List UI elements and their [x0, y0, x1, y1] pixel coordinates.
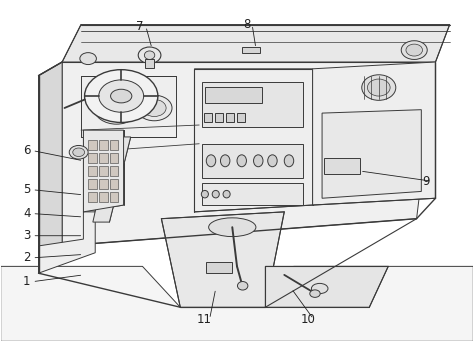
- Text: 10: 10: [301, 313, 315, 326]
- FancyBboxPatch shape: [110, 179, 118, 189]
- Ellipse shape: [201, 190, 209, 198]
- Ellipse shape: [84, 70, 158, 122]
- Text: 6: 6: [23, 144, 30, 157]
- Text: 5: 5: [23, 183, 30, 196]
- Polygon shape: [62, 62, 436, 246]
- Ellipse shape: [406, 44, 422, 56]
- Ellipse shape: [212, 190, 219, 198]
- FancyBboxPatch shape: [99, 153, 108, 163]
- FancyBboxPatch shape: [226, 113, 234, 122]
- Text: 3: 3: [23, 229, 30, 242]
- FancyBboxPatch shape: [99, 166, 108, 176]
- Text: 11: 11: [196, 313, 211, 326]
- FancyBboxPatch shape: [206, 262, 232, 273]
- Polygon shape: [322, 110, 421, 198]
- FancyBboxPatch shape: [201, 183, 303, 205]
- FancyBboxPatch shape: [237, 113, 245, 122]
- FancyBboxPatch shape: [242, 47, 260, 53]
- Ellipse shape: [401, 41, 427, 60]
- Ellipse shape: [209, 218, 256, 237]
- Ellipse shape: [110, 89, 132, 103]
- FancyBboxPatch shape: [88, 153, 97, 163]
- Text: 1: 1: [23, 275, 30, 288]
- Ellipse shape: [237, 155, 246, 167]
- Text: 2: 2: [23, 251, 30, 264]
- Ellipse shape: [223, 190, 230, 198]
- Ellipse shape: [284, 155, 294, 167]
- FancyBboxPatch shape: [88, 140, 97, 150]
- Ellipse shape: [254, 155, 263, 167]
- FancyBboxPatch shape: [215, 113, 223, 122]
- FancyBboxPatch shape: [110, 140, 118, 150]
- Ellipse shape: [237, 281, 248, 290]
- FancyBboxPatch shape: [201, 144, 303, 178]
- Ellipse shape: [138, 47, 161, 63]
- FancyBboxPatch shape: [88, 192, 97, 202]
- Ellipse shape: [220, 155, 230, 167]
- Ellipse shape: [206, 155, 216, 167]
- FancyBboxPatch shape: [99, 140, 108, 150]
- FancyBboxPatch shape: [201, 82, 303, 127]
- Text: 4: 4: [23, 207, 30, 220]
- Polygon shape: [38, 212, 95, 273]
- Ellipse shape: [101, 97, 132, 119]
- Polygon shape: [0, 266, 474, 341]
- Polygon shape: [161, 212, 284, 307]
- Ellipse shape: [143, 100, 166, 117]
- FancyBboxPatch shape: [99, 192, 108, 202]
- FancyBboxPatch shape: [110, 192, 118, 202]
- Ellipse shape: [367, 79, 390, 96]
- FancyBboxPatch shape: [205, 87, 262, 103]
- FancyBboxPatch shape: [110, 153, 118, 163]
- FancyBboxPatch shape: [110, 166, 118, 176]
- Polygon shape: [93, 137, 131, 222]
- Ellipse shape: [69, 145, 88, 159]
- FancyBboxPatch shape: [324, 158, 360, 174]
- Polygon shape: [313, 62, 436, 205]
- FancyBboxPatch shape: [145, 58, 155, 68]
- Text: 9: 9: [422, 175, 430, 188]
- Ellipse shape: [137, 95, 172, 121]
- Ellipse shape: [73, 148, 84, 157]
- FancyBboxPatch shape: [88, 179, 97, 189]
- Polygon shape: [83, 130, 124, 212]
- FancyBboxPatch shape: [204, 113, 212, 122]
- Ellipse shape: [145, 51, 155, 60]
- Ellipse shape: [310, 290, 320, 297]
- Text: 8: 8: [243, 18, 250, 31]
- Ellipse shape: [311, 284, 328, 294]
- Text: 7: 7: [137, 20, 144, 33]
- Ellipse shape: [268, 155, 277, 167]
- FancyBboxPatch shape: [99, 179, 108, 189]
- Polygon shape: [81, 76, 175, 137]
- FancyBboxPatch shape: [88, 166, 97, 176]
- Polygon shape: [38, 62, 62, 273]
- Ellipse shape: [80, 53, 96, 65]
- Polygon shape: [62, 25, 450, 62]
- Ellipse shape: [362, 75, 396, 100]
- Ellipse shape: [99, 80, 144, 112]
- Ellipse shape: [94, 92, 139, 124]
- Polygon shape: [265, 266, 388, 307]
- Polygon shape: [194, 69, 313, 212]
